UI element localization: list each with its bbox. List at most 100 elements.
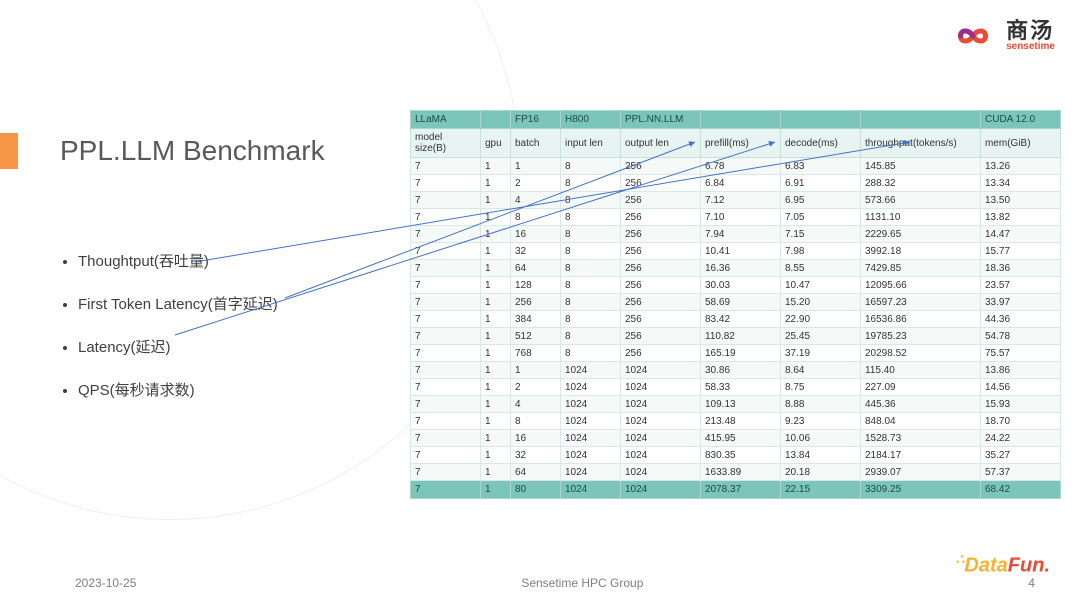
footer-page: 4 bbox=[1028, 576, 1035, 590]
table-cell: 68.42 bbox=[981, 481, 1061, 499]
table-cell: 1 bbox=[481, 362, 511, 379]
table-cell: 15.77 bbox=[981, 243, 1061, 260]
table-cell: 1024 bbox=[621, 481, 701, 499]
table-cell: 32 bbox=[511, 243, 561, 260]
table-cell: 15.93 bbox=[981, 396, 1061, 413]
table-cell: 37.19 bbox=[781, 345, 861, 362]
table-cell: 7 bbox=[411, 481, 481, 499]
table-cell: 22.90 bbox=[781, 311, 861, 328]
brand-logo: 商汤 sensetime bbox=[948, 20, 1055, 52]
table-cell: 18.70 bbox=[981, 413, 1061, 430]
table-cell: 23.57 bbox=[981, 277, 1061, 294]
table-cell: 8 bbox=[561, 260, 621, 277]
table-cell: 256 bbox=[621, 277, 701, 294]
table-cell: 8 bbox=[511, 413, 561, 430]
table-cell: 7.94 bbox=[701, 226, 781, 243]
table-cell: 830.35 bbox=[701, 447, 781, 464]
bullet-item: Latency(延迟) bbox=[78, 336, 278, 357]
table-cell: 1 bbox=[481, 447, 511, 464]
bullet-item: QPS(每秒请求数) bbox=[78, 379, 278, 400]
table-cell: 20298.52 bbox=[861, 345, 981, 362]
table-row: 713210241024830.3513.842184.1735.27 bbox=[411, 447, 1061, 464]
table-cell: 1 bbox=[481, 464, 511, 481]
table-row: 7164102410241633.8920.182939.0757.37 bbox=[411, 464, 1061, 481]
table-cell: 1 bbox=[481, 396, 511, 413]
table-cell: 165.19 bbox=[701, 345, 781, 362]
table-cell: 6.91 bbox=[781, 175, 861, 192]
table-cell: 7 bbox=[411, 192, 481, 209]
table-row: 71882567.107.051131.1013.82 bbox=[411, 209, 1061, 226]
table-cell: 20.18 bbox=[781, 464, 861, 481]
table-cell: 256 bbox=[621, 311, 701, 328]
table-cell: decode(ms) bbox=[781, 129, 861, 158]
datafun-dot: . bbox=[1044, 555, 1050, 577]
table-row: 71282566.846.91288.3213.34 bbox=[411, 175, 1061, 192]
table-cell: 13.86 bbox=[981, 362, 1061, 379]
table-cell: 1024 bbox=[561, 362, 621, 379]
table-cell: 7 bbox=[411, 362, 481, 379]
table-cell: 7 bbox=[411, 328, 481, 345]
table-cell: 7.05 bbox=[781, 209, 861, 226]
table-cell: 1024 bbox=[561, 430, 621, 447]
table-cell: 256 bbox=[621, 175, 701, 192]
table-cell: 2078.37 bbox=[701, 481, 781, 499]
table-cell bbox=[861, 111, 981, 129]
table-cell: 35.27 bbox=[981, 447, 1061, 464]
table-row: 71128825630.0310.4712095.6623.57 bbox=[411, 277, 1061, 294]
table-cell: 256 bbox=[621, 209, 701, 226]
table-row: 711610241024415.9510.061528.7324.22 bbox=[411, 430, 1061, 447]
table-cell: 3992.18 bbox=[861, 243, 981, 260]
table-row: 7111024102430.868.64115.4013.86 bbox=[411, 362, 1061, 379]
table-cell: 10.47 bbox=[781, 277, 861, 294]
table-cell: 288.32 bbox=[861, 175, 981, 192]
last-row: 7180102410242078.3722.153309.2568.42 bbox=[411, 481, 1061, 499]
table-cell: 33.97 bbox=[981, 294, 1061, 311]
table-cell: output len bbox=[621, 129, 701, 158]
table-cell: 6.95 bbox=[781, 192, 861, 209]
table-cell: 213.48 bbox=[701, 413, 781, 430]
table-cell: PPL.NN.LLM bbox=[621, 111, 701, 129]
table-row: 7121024102458.338.75227.0914.56 bbox=[411, 379, 1061, 396]
table-cell: 1024 bbox=[561, 481, 621, 499]
table-cell: 1 bbox=[481, 277, 511, 294]
table-cell: 8 bbox=[561, 243, 621, 260]
table-cell: LLaMA bbox=[411, 111, 481, 129]
table-cell: 8 bbox=[561, 175, 621, 192]
super-header: LLaMAFP16H800PPL.NN.LLMCUDA 12.0 bbox=[411, 111, 1061, 129]
table-cell: 109.13 bbox=[701, 396, 781, 413]
table-row: 715128256110.8225.4519785.2354.78 bbox=[411, 328, 1061, 345]
table-cell: 16597.23 bbox=[861, 294, 981, 311]
table-cell: 57.37 bbox=[981, 464, 1061, 481]
table-cell: 4 bbox=[511, 396, 561, 413]
table-cell: 7 bbox=[411, 464, 481, 481]
table-cell: batch bbox=[511, 129, 561, 158]
table-cell: 7.12 bbox=[701, 192, 781, 209]
table-cell: 1 bbox=[481, 311, 511, 328]
table-cell: 13.82 bbox=[981, 209, 1061, 226]
table-cell: 13.26 bbox=[981, 158, 1061, 175]
table-cell: 1 bbox=[481, 328, 511, 345]
table-cell: 1528.73 bbox=[861, 430, 981, 447]
table-cell: model size(B) bbox=[411, 129, 481, 158]
table-cell: 64 bbox=[511, 260, 561, 277]
footer-center: Sensetime HPC Group bbox=[521, 576, 643, 590]
table-cell: 256 bbox=[621, 260, 701, 277]
table-cell: 7 bbox=[411, 209, 481, 226]
table-cell: 44.36 bbox=[981, 311, 1061, 328]
table-cell: 110.82 bbox=[701, 328, 781, 345]
table-cell: 256 bbox=[621, 158, 701, 175]
table-cell: 1 bbox=[481, 481, 511, 499]
bullet-item: Thoughtput(吞吐量) bbox=[78, 250, 278, 271]
table-cell: 6.83 bbox=[781, 158, 861, 175]
table-cell: 12095.66 bbox=[861, 277, 981, 294]
table-cell: 7.98 bbox=[781, 243, 861, 260]
table-cell: 16 bbox=[511, 430, 561, 447]
table-cell: 1 bbox=[481, 209, 511, 226]
bullet-item: First Token Latency(首字延迟) bbox=[78, 293, 278, 314]
table-cell: throughput(tokens/s) bbox=[861, 129, 981, 158]
table-cell: 8 bbox=[561, 209, 621, 226]
table-cell: 1 bbox=[481, 260, 511, 277]
table-cell: 1 bbox=[481, 294, 511, 311]
table-cell: 58.33 bbox=[701, 379, 781, 396]
table-row: 71482567.126.95573.6613.50 bbox=[411, 192, 1061, 209]
